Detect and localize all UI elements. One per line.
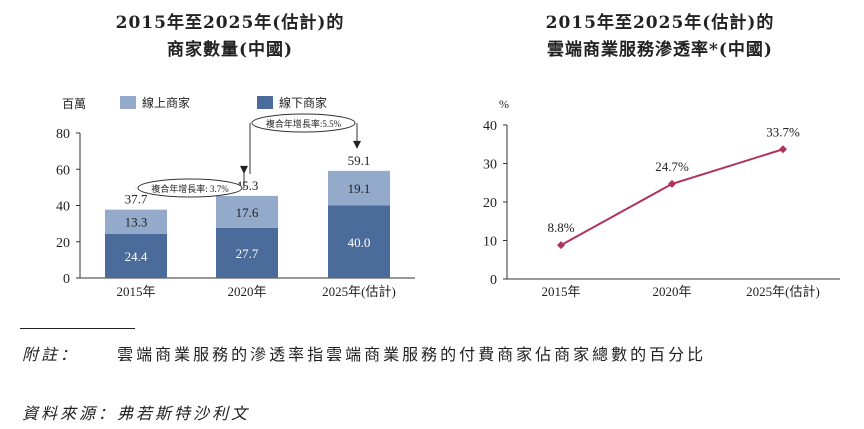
left-y-tick-label: 0 [63,272,70,287]
bar-value-label: 40.0 [348,235,371,250]
cagr-arrowhead [353,140,361,149]
data-label: 8.8% [547,220,574,235]
bar-online [328,170,390,206]
bar-offline [328,205,390,278]
left-chart-title: 2015年至2025年(估計)的 商家數量(中國) [60,10,400,64]
right-x-tick-label: 2015年 [541,284,580,299]
footnote: 附註： 雲端商業服務的滲透率指雲端商業服務的付費商家佔商家總數的百分比 [22,341,706,365]
right-y-tick-label: 40 [483,119,497,134]
source: 資料來源：弗若斯特沙利文 [22,400,250,424]
data-label: 24.7% [655,159,689,174]
right-unit-label: % [499,97,509,111]
left-title-line2: 商家數量(中國) [166,40,294,60]
footnote-text: 雲端商業服務的滲透率指雲端商業服務的付費商家佔商家總數的百分比 [117,345,707,364]
bar-total-label: 37.7 [125,192,148,207]
cagr-label: 複合年增長率:5.5% [266,118,342,129]
left-x-tick-label: 2015年 [116,284,155,299]
bar-value-label: 17.6 [236,205,259,220]
left-y-tick-label: 80 [56,127,70,142]
bar-total-label: 59.1 [348,153,371,168]
legend-swatch-offline [257,96,273,109]
bar-value-label: 19.1 [348,181,371,196]
left-x-tick-label: 2025年(估計) [322,284,396,299]
data-point-marker [779,145,787,154]
left-unit-label: 百萬 [62,97,86,111]
right-y-tick-label: 20 [483,196,497,211]
cagr-arrowhead [240,165,248,174]
right-y-tick-label: 0 [490,273,497,288]
bar-offline [105,233,167,278]
bar-offline [216,227,278,278]
data-label: 33.7% [766,124,800,139]
right-y-tick-label: 10 [483,235,497,250]
source-text: 弗若斯特沙利文 [117,404,251,423]
cagr-label: 複合年增長率: 3.7% [151,183,229,194]
notes-divider [20,328,135,329]
data-point-marker [668,179,676,188]
right-title-line2: 雲端商業服務滲透率*(中國) [547,40,773,60]
legend-swatch-online [120,96,136,109]
cagr-ellipse [251,113,356,133]
left-y-tick-label: 40 [56,200,70,215]
left-title-line1: 2015年至2025年(估計)的 [115,13,345,33]
left-y-tick-label: 60 [56,163,70,178]
legend-label-offline: 線下商家 [279,95,327,110]
footnote-label: 附註： [22,345,80,364]
right-x-tick-label: 2025年(估計) [746,284,820,299]
charts-svg: 0 20 40 60 80 百萬 線上商家 線下商家 24.4 13.3 37.7 2015年 27.7… [56,95,840,299]
bar-online [105,209,167,234]
right-y-tick-label: 30 [483,158,497,173]
right-chart-title: 2015年至2025年(估計)的 雲端商業服務滲透率*(中國) [480,10,840,64]
left-y-tick-label: 20 [56,236,70,251]
data-point-marker [557,241,565,250]
bar-value-label: 27.7 [236,246,259,261]
cagr-ellipse [137,178,243,198]
left-x-tick-label: 2020年 [227,284,266,299]
legend-label-online: 線上商家 [142,95,190,110]
right-x-tick-label: 2020年 [652,284,691,299]
bar-value-label: 13.3 [125,215,148,230]
bar-online [216,195,278,228]
right-title-line1: 2015年至2025年(估計)的 [545,13,775,33]
source-label: 資料來源： [22,404,118,423]
bar-value-label: 24.4 [125,249,148,264]
